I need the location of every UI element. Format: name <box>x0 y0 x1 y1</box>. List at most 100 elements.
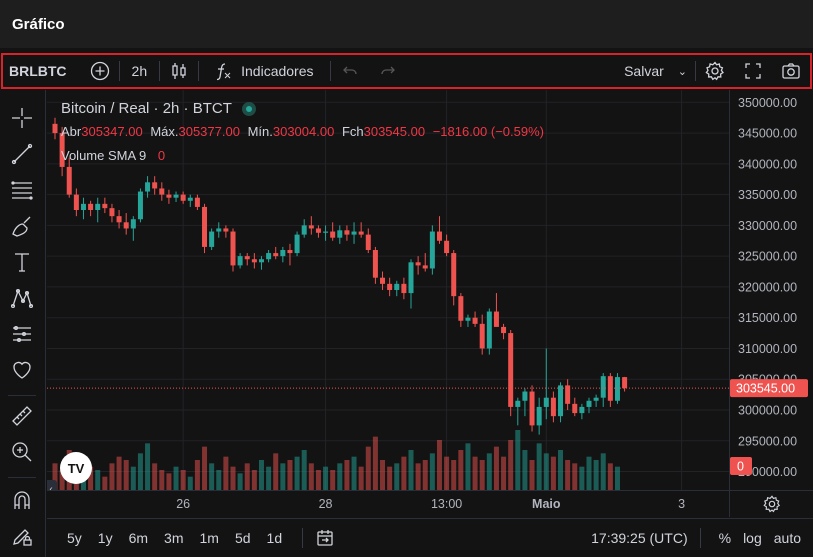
indicators-label: Indicadores <box>241 63 314 79</box>
compare-symbol-button[interactable] <box>81 55 119 87</box>
fullscreen-button[interactable] <box>734 55 772 87</box>
candle-body <box>436 231 442 241</box>
volume-bar <box>365 446 371 490</box>
favorites-tool[interactable] <box>8 356 36 384</box>
undo-button[interactable] <box>331 55 369 87</box>
percent-toggle[interactable]: % <box>718 530 732 546</box>
volume-bar <box>522 450 528 490</box>
candle-body <box>187 197 193 201</box>
indicators-button[interactable]: Indicadores <box>199 55 317 87</box>
volume-bar <box>529 460 535 490</box>
crosshair-tool[interactable] <box>8 104 36 132</box>
price-tick-label: 300000.00 <box>738 404 797 418</box>
chart-type-button[interactable] <box>160 55 198 87</box>
candle-body <box>173 194 179 198</box>
candle-body <box>444 240 450 254</box>
last-price-label: 303545.00 <box>736 382 795 396</box>
range-3m[interactable]: 3m <box>164 530 184 546</box>
fib-tool[interactable] <box>8 176 36 204</box>
auto-toggle[interactable]: auto <box>773 530 801 546</box>
volume-bar <box>358 466 364 490</box>
range-5y[interactable]: 5y <box>67 530 82 546</box>
measure-tool[interactable] <box>8 402 36 430</box>
volume-bar <box>116 456 122 490</box>
clock[interactable]: 17:39:25 (UTC) <box>591 530 688 546</box>
candle-body <box>209 231 215 247</box>
volume-bar <box>429 453 435 490</box>
candle-body <box>330 231 336 238</box>
redo-button[interactable] <box>369 55 407 87</box>
text-tool[interactable] <box>8 248 36 276</box>
volume-bar <box>558 450 564 490</box>
drawing-toolbar <box>0 90 46 557</box>
candle-body <box>287 250 293 254</box>
log-toggle[interactable]: log <box>743 530 762 546</box>
legend-title[interactable]: Bitcoin / Real · 2h · BTCT <box>61 100 232 117</box>
date-range-button[interactable] <box>315 528 335 548</box>
crosshair-icon <box>12 108 32 128</box>
range-1y[interactable]: 1y <box>97 530 113 546</box>
low-label: Mín. <box>247 124 273 139</box>
gear-icon <box>705 61 724 81</box>
candle-body <box>394 283 400 290</box>
candle-body <box>593 397 599 401</box>
volume-bar <box>273 453 279 490</box>
price-tick-label: 320000.00 <box>738 280 797 294</box>
low-value: 303004.00 <box>272 124 335 139</box>
lock-drawings-tool[interactable] <box>8 522 36 550</box>
time-tick-label: 28 <box>319 497 333 511</box>
heart-icon <box>13 361 31 379</box>
interval-button[interactable]: 2h <box>131 63 148 79</box>
candle-body <box>202 206 208 247</box>
snapshot-button[interactable] <box>772 55 810 87</box>
range-6m[interactable]: 6m <box>128 530 149 546</box>
market-status-icon[interactable] <box>241 101 256 116</box>
time-tick-label: Maio <box>532 497 561 511</box>
range-1d[interactable]: 1d <box>266 530 283 546</box>
save-layout-button[interactable]: Salvar ⌄ <box>616 55 695 87</box>
brush-tool[interactable] <box>8 212 36 240</box>
time-axis[interactable]: 26 28 13:00 Maio 3 <box>47 490 729 517</box>
candle-body <box>522 391 528 401</box>
candle-body <box>600 376 606 398</box>
time-scale: 26 28 13:00 Maio 3 <box>176 497 685 511</box>
collapse-toolbar-button[interactable]: ‹ <box>47 480 57 490</box>
chevron-left-icon: ‹ <box>49 483 53 491</box>
range-5d[interactable]: 5d <box>234 530 251 546</box>
page-title: Gráfico <box>12 15 65 33</box>
candle-body <box>109 208 115 217</box>
volume-bar <box>593 460 599 490</box>
projection-icon <box>13 325 31 343</box>
volume-bar <box>95 470 101 490</box>
range-1m[interactable]: 1m <box>199 530 219 546</box>
candlestick-chart[interactable] <box>47 90 729 490</box>
candle-body <box>451 253 457 297</box>
trend-line-tool[interactable] <box>8 140 36 168</box>
candle-body <box>294 234 300 254</box>
toolbar-divider <box>159 61 161 81</box>
symbol-search-button[interactable]: BRLBTC <box>9 63 67 79</box>
candle-body <box>194 197 200 207</box>
candle-body <box>251 259 257 263</box>
price-axis[interactable]: 350000.00 345000.00 340000.00 335000.00 3300… <box>729 90 813 490</box>
zoom-tool[interactable] <box>8 438 36 466</box>
settings-button[interactable] <box>696 55 734 87</box>
candle-body <box>59 133 65 167</box>
prediction-tool[interactable] <box>8 320 36 348</box>
tradingview-logo[interactable]: TV <box>60 452 92 484</box>
volume-bar <box>607 463 613 490</box>
volume-bar <box>294 456 300 490</box>
pattern-tool[interactable] <box>8 284 36 312</box>
volume-bar <box>187 476 193 490</box>
candle-body <box>358 231 364 235</box>
candle-body <box>387 283 393 290</box>
price-tick-label: 330000.00 <box>738 219 797 233</box>
volume-legend[interactable]: Volume SMA 9 0 <box>61 148 544 163</box>
candle-body <box>152 182 158 189</box>
text-icon <box>15 253 29 272</box>
volume-bar <box>287 460 293 490</box>
magnet-tool[interactable] <box>8 486 36 514</box>
scale-settings-button[interactable] <box>729 490 813 517</box>
candle-body <box>372 250 378 278</box>
chart-pane[interactable]: Bitcoin / Real · 2h · BTCT Abr305347.00 … <box>47 90 729 490</box>
